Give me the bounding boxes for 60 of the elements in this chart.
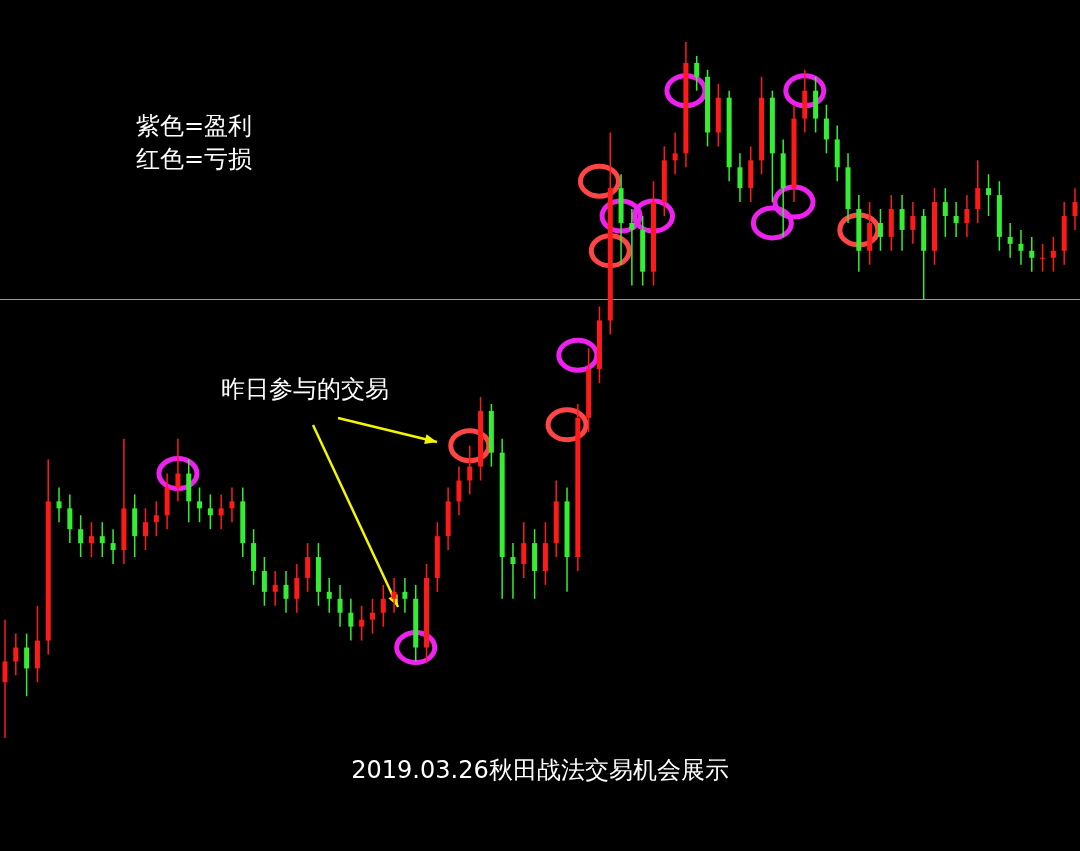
candlestick: [88, 521, 94, 558]
candlestick: [1072, 187, 1078, 231]
annotation: 昨日参与的交易: [221, 375, 389, 403]
annotation: 红色=亏损: [136, 145, 253, 173]
candlestick: [153, 500, 159, 537]
candlestick: [294, 563, 300, 614]
candlestick: [521, 521, 527, 579]
candlestick: [694, 55, 700, 92]
candlestick: [359, 605, 365, 642]
candlestick: [348, 598, 354, 642]
candlestick: [2, 618, 8, 739]
point: [556, 337, 600, 373]
candlestick: [175, 437, 181, 503]
candlestick: [975, 159, 981, 224]
candlestick: [229, 486, 235, 523]
candlestick: [964, 194, 970, 238]
candlestick: [910, 201, 916, 245]
candlestick: [337, 584, 343, 628]
candlestick: [272, 570, 278, 607]
candlestick: [899, 194, 905, 252]
candlestick: [986, 173, 992, 217]
candlestick: [369, 598, 375, 635]
point: [545, 407, 589, 443]
candlestick: [467, 444, 473, 496]
candlestick: [78, 514, 84, 558]
candlestick: [1040, 243, 1046, 273]
candlestick: [99, 521, 105, 558]
point: [631, 198, 675, 234]
candlestick: [13, 632, 19, 677]
candlestick: [1007, 222, 1013, 259]
candlestick: [305, 542, 311, 593]
candlestick: [1018, 229, 1024, 266]
candlestick: [67, 493, 73, 544]
point: [750, 205, 794, 241]
candlestick: [110, 528, 116, 565]
candlestick: [283, 570, 289, 614]
candlestick: [218, 493, 224, 530]
candlestick: [942, 187, 948, 238]
candlestick: [823, 103, 829, 155]
candlestick: [953, 201, 959, 238]
candlestick: [197, 486, 203, 523]
candlestick: [672, 131, 678, 175]
text: 2019.03.26秋田战法交易机会展示: [351, 756, 729, 784]
candlestick: [456, 465, 462, 517]
candlestick: [207, 493, 213, 530]
point: [577, 163, 621, 199]
candlestick: [402, 577, 408, 614]
candlestick: [1029, 236, 1035, 273]
candlestick: [737, 152, 743, 203]
candlestick: [877, 208, 883, 252]
candlestick: [143, 507, 149, 551]
candlestick: [380, 584, 386, 628]
candlestick: [24, 632, 30, 697]
annotation: 紫色=盈利: [136, 112, 253, 140]
candlestick: [261, 556, 267, 607]
candlestick: [326, 577, 332, 614]
candlestick: [56, 486, 62, 523]
candlestick: [1050, 236, 1056, 273]
candlestick: [629, 208, 635, 287]
candlestick: [510, 542, 516, 600]
